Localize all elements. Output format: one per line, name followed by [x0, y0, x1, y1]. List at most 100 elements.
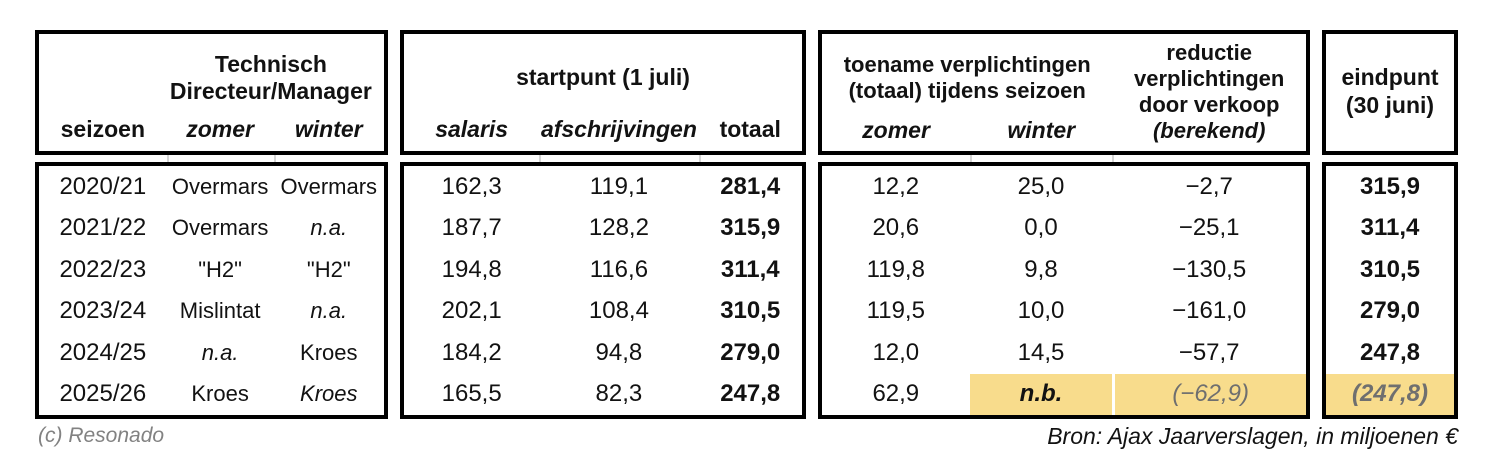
cell-salaris: 184,2: [441, 338, 502, 366]
cell-salaris: 194,8: [441, 255, 502, 283]
toename-header-box: toename verplichtingen (totaal) tijdens …: [818, 30, 1310, 155]
source-text: Bron: Ajax Jaarverslagen, in miljoenen €: [1047, 423, 1458, 449]
cell-eindpunt-highlighted: (247,8): [1326, 373, 1454, 415]
cell-toename-winter: 0,0: [1024, 214, 1058, 242]
cell-td-winter: n.a.: [310, 215, 348, 241]
column-divider-tick: [1112, 155, 1114, 162]
eindpunt-title: eindpunt (30 juni): [1341, 64, 1439, 118]
cell-salaris: 165,5: [441, 380, 502, 408]
cell-reductie-highlighted: (−62,9): [1112, 373, 1306, 415]
startpunt-title-wrap: startpunt (1 juli): [404, 40, 802, 116]
cell-td-winter: n.a.: [310, 298, 348, 324]
eindpunt-title-wrap: eindpunt (30 juni): [1326, 40, 1454, 143]
cell-eindpunt: 279,0: [1359, 297, 1421, 325]
toename-title-wrap: toename verplichtingen (totaal) tijdens …: [822, 40, 1112, 117]
cell-td-zomer: Kroes: [191, 381, 249, 407]
toename-title: toename verplichtingen (totaal) tijdens …: [843, 52, 1091, 104]
cell-seizoen: 2025/26: [59, 380, 147, 408]
cell-toename-winter: 14,5: [1017, 338, 1065, 366]
cell-reductie: −2,7: [1185, 172, 1233, 200]
col-label-afschrijvingen: afschrijvingen: [540, 116, 697, 142]
column-divider-tick: [699, 155, 701, 162]
cell-td-zomer: Overmars: [171, 215, 269, 241]
cell-toename-winter: 9,8: [1024, 255, 1058, 283]
cell-eindpunt: 310,5: [1359, 255, 1421, 283]
cell-afschrijvingen: 82,3: [595, 380, 643, 408]
cell-eindpunt: 315,9: [1359, 172, 1421, 200]
col-label-toename-zomer: zomer: [862, 116, 930, 143]
cell-reductie: −25,1: [1178, 214, 1240, 242]
column-divider-tick: [539, 155, 541, 162]
reductie-title: reductie verplichtingen door verkoop: [1134, 40, 1285, 117]
cell-toename-winter: 10,0: [1017, 297, 1065, 325]
col-label-toename-winter: winter: [1007, 116, 1076, 143]
cell-afschrijvingen: 119,1: [589, 172, 649, 200]
manager-body-box: 2020/21 Overmars Overmars 2021/22 Overma…: [35, 162, 388, 419]
cell-td-winter: "H2": [306, 256, 351, 282]
startpunt-body-box: 162,3 119,1 281,4 187,7 128,2 315,9 194,…: [400, 162, 806, 419]
cell-totaal: 247,8: [720, 380, 781, 408]
cell-reductie: −57,7: [1178, 338, 1240, 366]
credit-text: (c) Resonado: [38, 424, 165, 447]
startpunt-title: startpunt (1 juli): [516, 64, 690, 91]
cell-toename-zomer: 12,0: [872, 338, 920, 366]
cell-toename-zomer: 12,2: [872, 172, 920, 200]
cell-seizoen: 2020/21: [59, 172, 147, 200]
startpunt-header-box: startpunt (1 juli) salaris afschrijvinge…: [400, 30, 806, 155]
cell-toename-winter: 25,0: [1017, 172, 1065, 200]
cell-afschrijvingen: 94,8: [595, 338, 643, 366]
toename-body-box: 12,2 25,0 −2,7 20,6 0,0 −25,1 119,8 9,8 …: [818, 162, 1310, 419]
col-label-seizoen: seizoen: [60, 116, 145, 142]
eindpunt-body-box: 315,9 311,4 310,5 279,0 247,8 (247,8): [1322, 162, 1458, 419]
reductie-header: reductie verplichtingen door verkoop (be…: [1112, 40, 1306, 144]
startpunt-column-labels: salaris afschrijvingen totaal: [404, 116, 802, 143]
cell-td-zomer: Overmars: [171, 173, 269, 199]
cell-seizoen: 2023/24: [59, 297, 147, 325]
column-divider-tick: [274, 155, 276, 162]
cell-afschrijvingen: 116,6: [589, 255, 649, 283]
cell-afschrijvingen: 128,2: [588, 214, 649, 242]
cell-totaal: 311,4: [720, 255, 780, 283]
eindpunt-header-box: eindpunt (30 juni): [1322, 30, 1458, 155]
toename-column-labels: zomer winter: [822, 117, 1112, 144]
manager-header-box: Technisch Directeur/Manager seizoen zome…: [35, 30, 388, 155]
col-label-winter: winter: [294, 116, 363, 142]
cell-toename-zomer: 119,5: [866, 297, 925, 325]
toename-header-left: toename verplichtingen (totaal) tijdens …: [822, 40, 1112, 144]
cell-td-winter: Overmars: [280, 173, 378, 199]
cell-salaris: 202,1: [441, 297, 502, 325]
cell-afschrijvingen: 108,4: [588, 297, 649, 325]
cell-salaris: 187,7: [441, 214, 502, 242]
cell-toename-zomer: 62,9: [872, 380, 920, 408]
cell-eindpunt: 311,4: [1360, 214, 1420, 242]
col-label-salaris: salaris: [435, 116, 509, 142]
cell-totaal: 310,5: [720, 297, 781, 325]
manager-title: Technisch Directeur/Manager: [169, 50, 372, 104]
manager-title-wrap: Technisch Directeur/Manager: [39, 40, 384, 116]
cell-totaal: 315,9: [720, 214, 781, 242]
cell-totaal: 281,4: [720, 172, 781, 200]
cell-td-zomer: n.a.: [201, 339, 239, 365]
cell-salaris: 162,3: [441, 172, 502, 200]
reductie-subtitle: (berekend): [1152, 117, 1266, 143]
col-label-zomer: zomer: [186, 116, 254, 142]
cell-toename-winter-highlighted: n.b.: [969, 373, 1113, 415]
column-divider-tick: [970, 155, 972, 162]
cell-seizoen: 2022/23: [59, 255, 147, 283]
cell-reductie: −161,0: [1172, 297, 1247, 325]
col-label-totaal: totaal: [719, 116, 781, 142]
cell-td-zomer: Mislintat: [179, 298, 261, 324]
cell-eindpunt: 247,8: [1359, 338, 1421, 366]
cell-totaal: 279,0: [720, 338, 781, 366]
cell-seizoen: 2024/25: [59, 338, 147, 366]
cell-reductie: −130,5: [1172, 255, 1247, 283]
cell-td-winter: Kroes: [300, 339, 358, 365]
manager-column-labels: seizoen zomer winter: [39, 116, 384, 143]
cell-toename-zomer: 119,8: [866, 255, 925, 283]
cell-td-zomer: "H2": [198, 256, 242, 282]
column-divider-tick: [167, 155, 169, 162]
cell-toename-zomer: 20,6: [872, 214, 920, 242]
cell-seizoen: 2021/22: [59, 214, 147, 242]
cell-td-winter: Kroes: [300, 381, 358, 407]
